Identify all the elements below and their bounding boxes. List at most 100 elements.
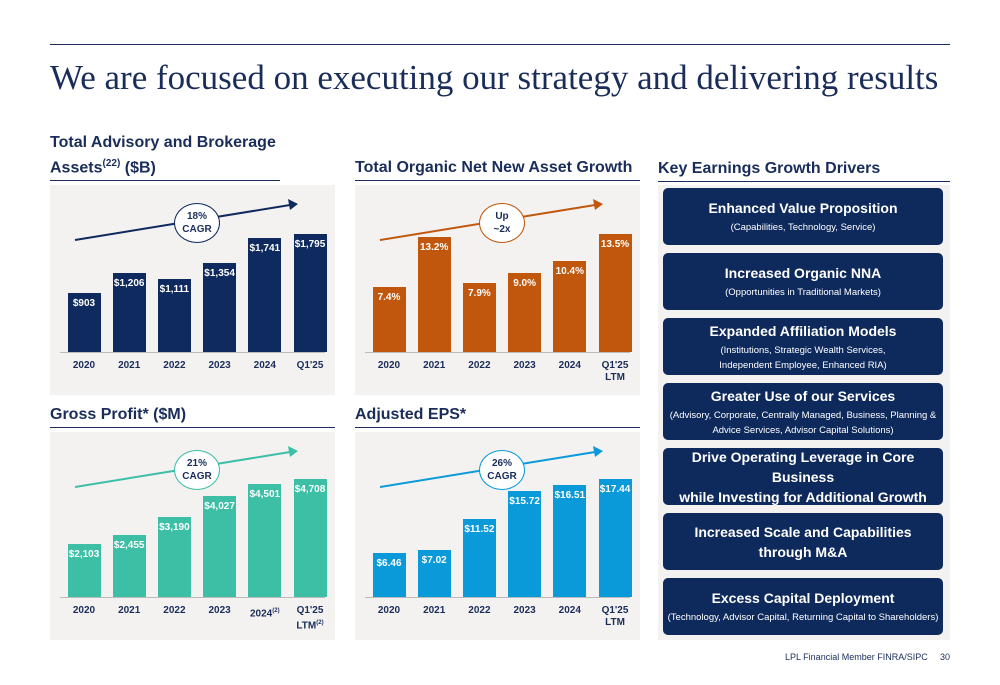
value-label: $17.44 [599,484,631,495]
x-tick-label: 2024 [545,360,595,372]
driver-box: Expanded Affiliation Models (Institutions… [663,318,943,375]
bar [372,553,406,597]
bar [203,262,237,352]
bar [112,535,146,597]
x-tick-label: 2022 [454,360,504,372]
value-label: $6.46 [376,558,402,570]
x-tick-label: 2021 [409,360,459,372]
category: 2020 [72,360,96,371]
annotation: Up ~2x [479,203,525,243]
x-tick-label: 2024 [240,360,290,372]
category: Q1'25 LTM [601,360,629,383]
value-label: $903 [72,297,96,309]
driver-title: Drive Operating Leverage in Core Busines… [679,448,927,505]
bar [157,278,191,352]
category: 2022 [468,605,491,616]
category: Q1'25 [296,360,324,371]
driver-box: Drive Operating Leverage in Core Busines… [663,448,943,505]
bar [293,479,327,597]
axis-baseline [365,597,630,598]
driver-subtitle: (Technology, Advisor Capital, Returning … [667,612,939,623]
bar [248,484,282,597]
value-label: $1,795 [294,239,326,250]
category: 2020 [377,360,401,371]
category-note: (2) [272,608,280,614]
category: 2023 [513,360,536,371]
value-label: $7.02 [421,554,447,566]
chart-title: Total Organic Net New Asset Growth [355,157,640,181]
x-tick-label: 2021 [409,605,459,617]
bar [508,490,542,597]
chart-title-text: Total Organic Net New Asset Growth [355,159,633,176]
chart-panel: $6.46 2020 $7.02 2021 $11.52 2022 $15.72 2023 $1… [355,432,640,640]
value-label: $16.51 [554,490,586,502]
bar [157,517,191,597]
category: 2023 [208,605,231,616]
value-label: $1,111 [159,283,190,295]
category: 2020 [377,605,401,616]
chart-panel: $2,103 2020 $2,455 2021 $3,190 2022 $4,027 2023… [50,432,335,640]
value-label: 7.4% [377,292,401,304]
category: 2023 [208,360,231,371]
axis-baseline [60,352,325,353]
chart-title: Total Advisory and Brokerage Assets(22) … [50,132,280,181]
value-label: $1,741 [249,242,281,254]
driver-subtitle: (Opportunities in Traditional Markets) [725,287,881,298]
bar [67,544,101,597]
driver-title: Excess Capital Deployment [711,590,895,606]
value-label: $11.52 [464,524,495,536]
driver-box: Excess Capital Deployment (Technology, Ad… [663,578,943,635]
value-label: $1,354 [204,267,235,279]
bar [508,273,542,352]
driver-box: Enhanced Value Proposition (Capabilities,… [663,188,943,245]
chart-title-note: (22) [102,157,121,169]
driver-subtitle: (Advisory, Corporate, Centrally Managed,… [669,409,937,436]
chart-panel: 7.4% 2020 13.2% 2021 7.9% 2022 9.0% 2023 10.4% 20… [355,185,640,395]
axis-baseline [60,597,325,598]
bar [112,272,146,352]
chart-title: Adjusted EPS* [355,404,640,428]
driver-subtitle: (Institutions, Strategic Wealth Services… [719,344,887,371]
value-label: 13.2% [420,241,449,253]
value-label: 9.0% [513,278,536,290]
driver-title: Expanded Affiliation Models [709,322,897,339]
x-tick-label: 2020 [364,360,414,372]
x-tick-label: 2020 [59,605,109,617]
x-tick-label: 2020 [59,360,109,372]
value-label: 10.4% [555,266,584,278]
driver-box: Increased Organic NNA (Opportunities in T… [663,253,943,310]
value-label: $3,190 [159,522,190,534]
value-label: $2,455 [113,540,145,552]
value-label: 7.9% [467,287,491,299]
chart-title: Gross Profit* ($M) [50,404,335,428]
category: 2022 [163,360,186,371]
x-tick-label: Q1'25 LTM(2) [285,605,335,632]
axis-baseline [365,352,630,353]
x-tick-label: Q1'25 LTM [590,605,640,629]
category: 2021 [423,605,446,616]
value-label: $15.72 [509,495,540,507]
top-rule [50,44,950,45]
bar [462,282,496,352]
drivers-title: Key Earnings Growth Drivers [658,158,950,182]
bar [462,519,496,597]
x-tick-label: 2021 [104,605,154,617]
value-label: $4,027 [204,501,235,513]
x-tick-label: Q1'25 [285,360,335,372]
value-label: $4,501 [249,489,281,501]
category: 2020 [72,605,96,616]
value-label: 13.5% [600,239,630,250]
bar [598,234,632,352]
category: Q1'25 LTM [601,605,629,628]
bar [417,236,451,352]
x-tick-label: 2022 [149,360,199,372]
chart-title-text: Adjusted EPS* [355,406,467,423]
category: 2024 [253,360,276,371]
category: Q1'25 LTM [296,605,324,632]
chart-panel: $903 2020 $1,206 2021 $1,111 2022 $1,354 2023 $1… [50,185,335,395]
driver-title: Increased Scale and Capabilities through… [694,523,912,560]
chart-title-text: Gross Profit* ($M) [50,406,187,423]
bar [598,479,632,597]
x-tick-label: 2023 [195,605,245,617]
